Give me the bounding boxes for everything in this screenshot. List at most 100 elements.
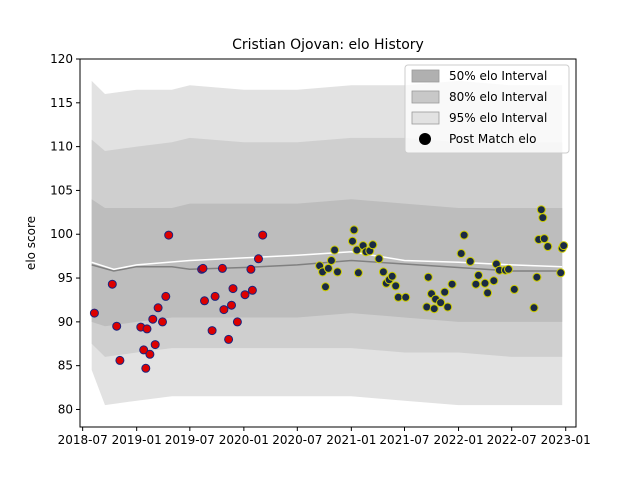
data-point — [247, 285, 257, 295]
data-point — [353, 268, 363, 278]
data-point — [224, 334, 234, 344]
y-tick-label: 80 — [58, 402, 73, 416]
data-point — [489, 276, 499, 286]
data-point — [422, 302, 432, 312]
median-line — [91, 259, 563, 272]
data-point — [254, 254, 263, 264]
data-point — [539, 234, 549, 244]
data-point — [423, 272, 433, 282]
data-point — [543, 242, 553, 251]
legend-swatch — [411, 90, 440, 104]
data-point — [232, 317, 242, 327]
data-point — [532, 272, 542, 282]
data-point — [198, 263, 208, 273]
y-axis-label: elo score — [24, 216, 38, 270]
data-point — [148, 314, 158, 324]
data-point — [483, 288, 493, 298]
data-point — [326, 256, 336, 265]
data-point — [107, 279, 117, 289]
data-point — [323, 263, 333, 273]
data-point — [391, 281, 401, 291]
x-tick-label: 2021-07 — [379, 433, 429, 447]
data-point — [333, 267, 342, 277]
data-point — [480, 278, 490, 288]
data-point — [443, 302, 453, 312]
y-tick-label: 120 — [50, 52, 73, 66]
data-point — [556, 268, 566, 278]
y-tick-label: 95 — [58, 271, 73, 285]
data-point — [374, 254, 384, 264]
data-point — [240, 290, 250, 300]
data-point — [112, 321, 122, 331]
y-tick-label: 115 — [50, 96, 73, 110]
data-point — [139, 345, 149, 355]
data-point — [387, 271, 397, 281]
y-tick-label: 110 — [50, 140, 73, 154]
x-tick-label: 2018-07 — [58, 433, 108, 447]
data-point — [529, 303, 539, 313]
legend-box — [404, 64, 570, 154]
legend-marker — [419, 133, 431, 145]
data-point — [349, 225, 359, 235]
data-point — [474, 270, 483, 280]
x-tick-label: 2020-01 — [219, 433, 269, 447]
data-point — [258, 230, 268, 240]
data-point — [153, 303, 163, 313]
data-point — [219, 305, 229, 315]
y-tick-label: 90 — [58, 315, 73, 329]
data-point — [536, 205, 546, 215]
data-point — [440, 287, 450, 297]
plot-area — [89, 80, 569, 406]
x-tick-label: 2022-01 — [433, 433, 483, 447]
data-point — [150, 340, 160, 350]
data-point — [459, 230, 469, 240]
data-point — [348, 236, 357, 246]
data-point — [164, 230, 174, 240]
x-tick-label: 2019-07 — [165, 433, 215, 447]
legend: 50% elo Interval 80% elo Interval 95% elo … — [404, 64, 570, 154]
data-point — [538, 213, 548, 223]
y-tick-label: 100 — [50, 227, 73, 241]
data-point — [217, 263, 227, 273]
legend-swatch — [411, 111, 440, 125]
y-tick-label: 85 — [58, 359, 73, 373]
data-point — [210, 291, 220, 301]
data-point — [207, 326, 217, 336]
data-point — [115, 355, 125, 365]
data-point — [393, 292, 403, 302]
data-point — [161, 291, 171, 301]
x-tick-label: 2023-01 — [541, 433, 591, 447]
y-tick-label: 105 — [50, 183, 73, 197]
axes: 2018-07 2019-01 2019-07 2020-01 2020-07 2021-… — [50, 52, 591, 447]
data-point — [504, 264, 513, 274]
plot-frame — [79, 58, 577, 428]
data-point — [456, 249, 466, 258]
data-point — [142, 324, 152, 334]
data-point — [200, 296, 209, 306]
data-point — [321, 282, 330, 292]
legend-label: 50% elo Interval — [449, 69, 547, 83]
x-tick-label: 2022-07 — [487, 433, 537, 447]
data-point — [141, 363, 151, 373]
legend-label: Post Match elo — [449, 132, 536, 146]
chart-title: Cristian Ojovan: elo History — [232, 37, 424, 53]
data-point — [465, 256, 475, 266]
legend-label: 95% elo Interval — [449, 111, 547, 125]
data-point — [246, 264, 256, 274]
data-point — [228, 284, 238, 294]
data-point — [330, 245, 340, 255]
x-tick-label: 2021-01 — [326, 433, 376, 447]
data-point — [401, 292, 411, 302]
data-point — [429, 304, 439, 314]
data-point — [352, 245, 362, 255]
data-point — [145, 349, 155, 359]
x-tick-label: 2019-01 — [112, 433, 162, 447]
data-point — [509, 284, 519, 294]
data-point — [471, 279, 481, 289]
data-point — [227, 300, 236, 310]
legend-swatch — [411, 69, 440, 83]
data-point — [378, 267, 388, 277]
data-point — [89, 308, 99, 318]
x-tick-label: 2020-07 — [272, 433, 322, 447]
